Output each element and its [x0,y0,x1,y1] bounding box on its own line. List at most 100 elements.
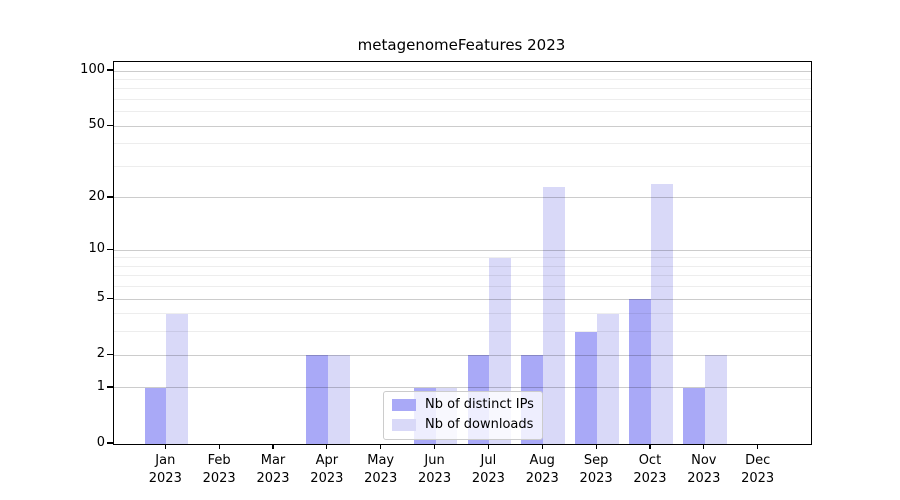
x-label-month: Feb [207,453,231,468]
x-label-month: Jul [480,453,497,468]
x-label-month: Sep [583,453,609,468]
gridline-20 [114,197,811,199]
y-tick-label-1: 1 [96,378,105,394]
bar-downloads-oct [650,183,673,444]
gridline-minor-80 [114,88,811,90]
x-tick-label-dec: Dec 2023 [730,452,786,488]
x-label-year: 2023 [687,471,721,486]
bar-downloads-aug [543,187,566,444]
y-tick-label-100: 100 [80,62,105,77]
x-label-year: 2023 [310,471,344,486]
x-tick-label-jul: Jul 2023 [460,452,516,488]
x-tick-sep [595,444,597,449]
x-tick-mar [272,444,274,449]
bar-downloads-apr [327,355,350,444]
x-tick-apr [326,444,328,449]
x-tick-dec [757,444,759,449]
x-label-year: 2023 [633,471,667,486]
gridline-minor-7 [114,275,811,277]
y-tick-100 [107,69,113,71]
x-label-year: 2023 [148,471,182,486]
y-tick-1 [107,386,113,388]
x-label-month: May [367,453,395,468]
gridline-minor-30 [114,165,811,167]
gridline-minor-60 [114,111,811,113]
x-label-year: 2023 [256,471,290,486]
x-label-month: Oct [638,453,662,468]
legend-item-downloads: Nb of downloads [392,417,534,433]
bar-distinct-ips-oct [629,299,651,444]
x-tick-label-apr: Apr 2023 [299,452,355,488]
x-label-year: 2023 [202,471,236,486]
gridline-minor-6 [114,286,811,288]
x-tick-label-mar: Mar 2023 [245,452,301,488]
x-tick-label-jun: Jun 2023 [407,452,463,488]
x-label-month: Jun [424,453,445,468]
gridline-100 [114,70,811,72]
x-tick-label-nov: Nov 2023 [676,452,732,488]
legend-swatch-downloads [392,419,416,431]
gridline-minor-70 [114,98,811,100]
y-tick-0 [107,442,113,444]
x-tick-feb [218,444,220,449]
x-tick-label-may: May 2023 [353,452,409,488]
x-tick-label-feb: Feb 2023 [191,452,247,488]
x-tick-label-sep: Sep 2023 [568,452,624,488]
gridline-minor-90 [114,78,811,80]
bar-distinct-ips-jan [144,387,167,444]
bar-distinct-ips-nov [683,387,705,444]
x-label-year: 2023 [525,471,559,486]
legend-label-distinct-ips: Nb of distinct IPs [425,397,534,412]
x-tick-jan [164,444,166,449]
x-label-year: 2023 [471,471,505,486]
y-tick-10 [107,248,113,250]
x-tick-label-oct: Oct 2023 [622,452,678,488]
y-tick-label-5: 5 [96,290,105,306]
gridline-10 [114,249,811,251]
gridline-minor-3 [114,331,811,333]
legend-label-downloads: Nb of downloads [425,417,534,432]
x-label-year: 2023 [741,471,775,486]
x-label-year: 2023 [418,471,452,486]
bar-downloads-sep [597,313,619,444]
bar-distinct-ips-apr [306,355,328,444]
legend-item-distinct-ips: Nb of distinct IPs [392,397,534,413]
legend-swatch-distinct-ips [392,399,416,411]
gridline-50 [114,125,811,127]
y-tick-label-20: 20 [88,188,105,204]
y-tick-label-2: 2 [96,346,105,362]
x-tick-jun [433,444,436,449]
gridline-5 [114,298,811,300]
x-label-month: Nov [691,453,717,468]
x-label-month: Dec [745,453,771,468]
x-tick-jul [487,444,489,449]
x-tick-nov [703,444,705,449]
y-tick-5 [107,297,113,299]
y-tick-label-10: 10 [88,241,105,257]
gridline-minor-9 [114,257,811,259]
y-tick-20 [107,196,113,198]
x-label-month: Mar [260,453,286,468]
bar-downloads-nov [704,355,727,444]
bar-downloads-jan [166,313,189,444]
gridline-minor-8 [114,265,811,267]
bar-distinct-ips-sep [575,331,598,444]
x-tick-may [380,444,382,449]
x-label-year: 2023 [364,471,398,486]
gridline-minor-4 [114,313,811,315]
y-tick-label-50: 50 [88,117,105,133]
chart-title: metagenomeFeatures 2023 [357,36,566,54]
y-tick-2 [107,353,113,355]
x-tick-aug [541,444,543,449]
y-tick-label-0: 0 [96,435,105,450]
x-tick-label-jan: Jan 2023 [137,452,193,488]
gridline-minor-40 [114,143,811,145]
x-label-month: Apr [315,453,339,468]
plot-area [113,61,812,445]
x-tick-label-aug: Aug 2023 [514,452,570,488]
x-label-year: 2023 [579,471,613,486]
x-label-month: Aug [529,453,555,468]
x-tick-oct [649,444,651,449]
y-tick-50 [107,124,113,126]
